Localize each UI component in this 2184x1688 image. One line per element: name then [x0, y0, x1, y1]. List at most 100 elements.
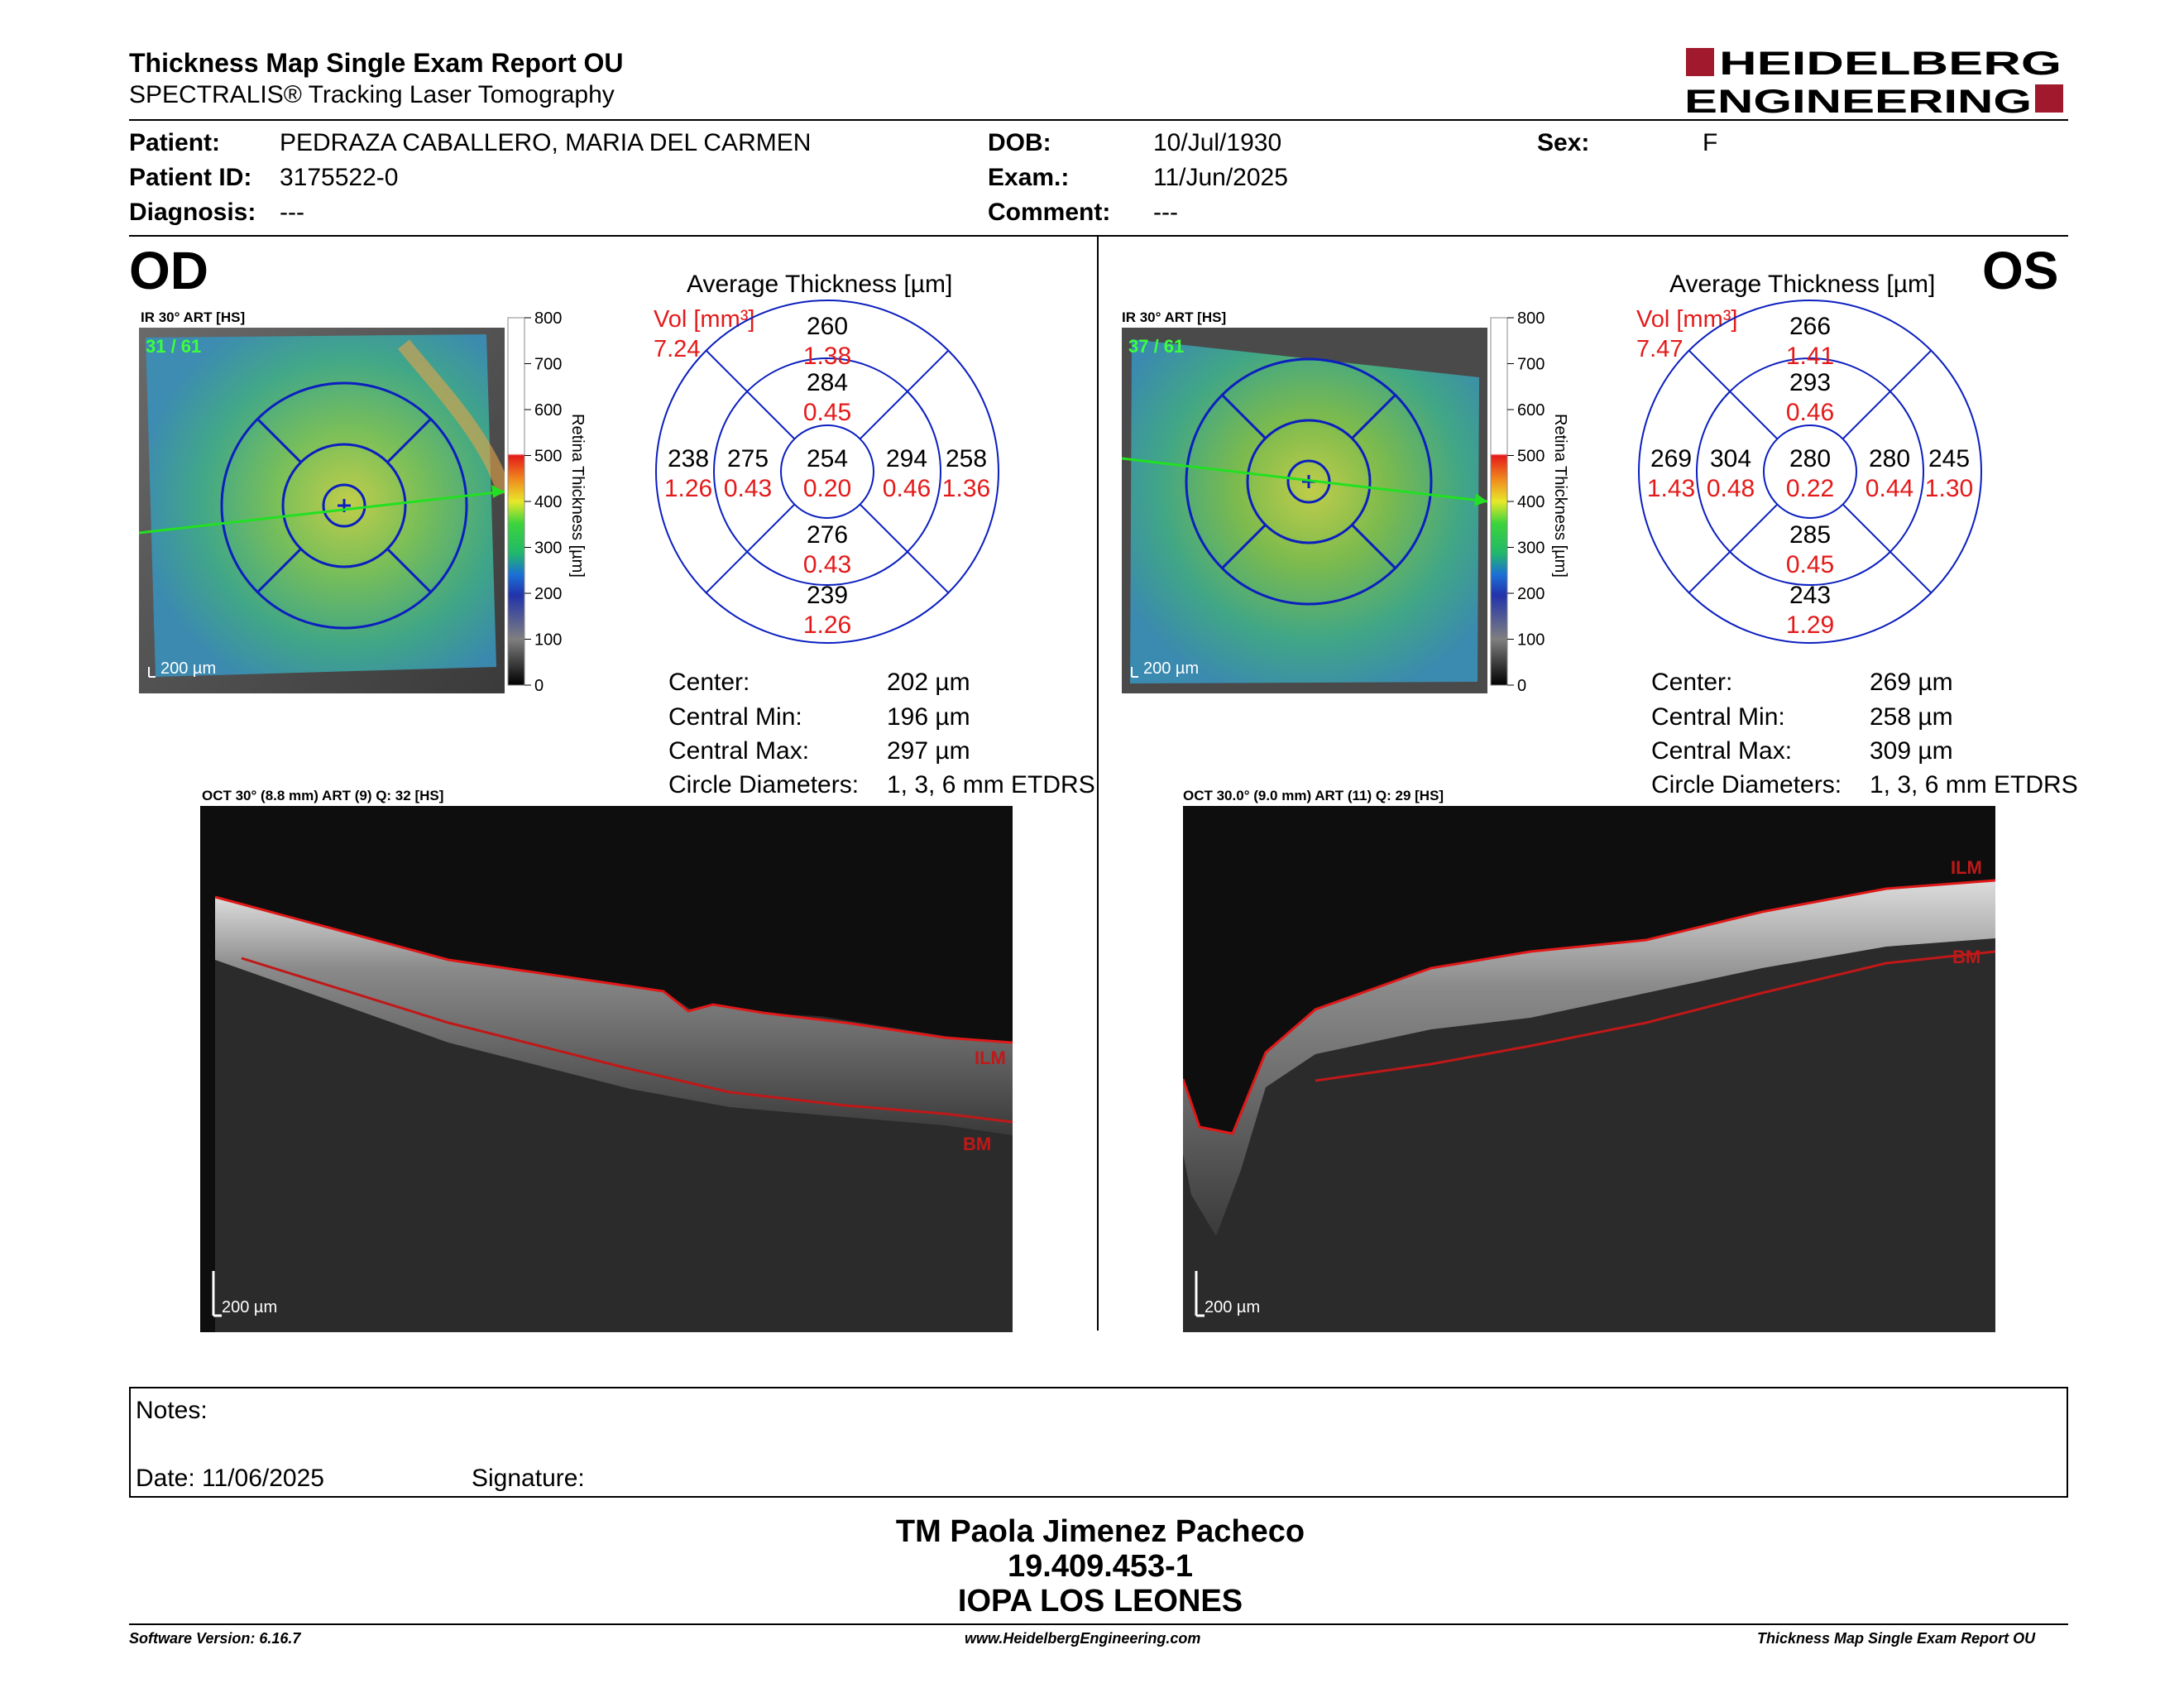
colorbar-tick-label: 300 [534, 539, 562, 558]
os-bm-label: BM [1952, 947, 1980, 967]
signer-rut: 19.409.453-1 [1008, 1549, 1193, 1584]
od-vessel [397, 339, 505, 496]
dob-label: DOB: [988, 129, 1051, 156]
od-vol-label: Vol [mm³] [654, 306, 755, 333]
os-frame-counter: 37 / 61 [1128, 336, 1184, 357]
os-stat-center-label: Center: [1651, 669, 1733, 696]
os-fundus-thickness-map: 37 / 61 200 µm [1122, 328, 1487, 693]
heidelberg-logo: HEIDELBERG ENGINEERING [1684, 46, 2063, 119]
colorbar-tick-label: 200 [534, 585, 562, 603]
od-colorbar-gradient [507, 317, 525, 686]
os-stat-min-value: 258 µm [1870, 703, 1953, 731]
os-overlay-spoke [1221, 524, 1267, 569]
os-stat-center-value: 269 µm [1870, 669, 1953, 696]
od-oct-ilm-line [214, 895, 1013, 1044]
od-ilm-label: ILM [975, 1048, 1006, 1068]
os-etdrs-outer-bottom-volume: 1.29 [1786, 611, 1834, 639]
od-overlay-spoke [256, 418, 302, 463]
od-etdrs-outer-bottom-thickness: 239 [807, 582, 848, 609]
os-etdrs-inner-top-volume: 0.46 [1786, 399, 1834, 426]
colorbar-tick-label: 700 [1517, 356, 1545, 374]
patient-divider [129, 235, 2068, 237]
od-stat-diam-label: Circle Diameters: [668, 771, 860, 798]
od-etdrs-center-volume: 0.20 [803, 475, 851, 502]
os-etdrs-outer-right-thickness: 245 [1928, 445, 1970, 472]
os-oct-retina [1183, 880, 1995, 1236]
os-stat-diam-value: 1, 3, 6 mm ETDRS [1870, 771, 2078, 798]
od-etdrs-outer-left-volume: 1.26 [664, 475, 712, 502]
logo-square-bottom [2035, 84, 2063, 113]
colorbar-tick-label: 600 [534, 401, 562, 420]
os-etdrs-spoke [1688, 349, 1779, 440]
os-etdrs-outer-ring [1638, 300, 1982, 644]
os-stat-min-label: Central Min: [1651, 703, 1785, 731]
od-etdrs-outer-left-thickness: 238 [668, 445, 709, 472]
os-ilm-label: ILM [1951, 857, 1982, 878]
od-oct-retina [215, 897, 1013, 1135]
exam-value: 11/Jun/2025 [1153, 164, 1288, 191]
od-etdrs-outer-top-thickness: 260 [807, 313, 848, 340]
od-stat-center-label: Center: [668, 669, 750, 696]
os-thickness-overlay [1130, 339, 1479, 683]
od-stat-min-label: Central Min: [668, 703, 802, 731]
od-colorbar-label: Retina Thickness [µm] [568, 414, 587, 578]
patient-id-label: Patient ID: [129, 164, 252, 191]
od-oct-scale-label: 200 µm [222, 1298, 277, 1316]
od-oct-bscan: ILM BM 200 µm [200, 806, 1013, 1332]
logo-line2: ENGINEERING [1684, 84, 2032, 119]
od-etdrs-spoke [859, 503, 950, 594]
colorbar-tick-label: 100 [1517, 631, 1545, 650]
od-etdrs-center-thickness: 254 [807, 445, 848, 472]
footer-report-name: Thickness Map Single Exam Report OU [1757, 1630, 2036, 1647]
od-colorbar: 800 700 600 500 400 300 200 100 0 Retina Thickne… [507, 309, 587, 695]
od-etdrs-inner-left-volume: 0.43 [724, 475, 772, 502]
od-stat-diam-value: 1, 3, 6 mm ETDRS [887, 771, 1095, 798]
diagnosis-label: Diagnosis: [129, 199, 256, 226]
od-fundus-label: IR 30° ART [HS] [141, 309, 246, 325]
notes-box[interactable]: Notes: Date: 11/06/2025 Signature: [129, 1387, 2068, 1498]
os-etdrs-spoke [1688, 503, 1779, 594]
od-fundus-thickness-map: 31 / 61 200 µm [139, 328, 505, 693]
od-bm-label: BM [963, 1134, 991, 1154]
software-version: Software Version: 6.16.7 [129, 1630, 301, 1647]
od-overlay-outer-ring [220, 381, 468, 630]
os-etdrs-overlay [1185, 357, 1433, 606]
od-stat-max-value: 297 µm [887, 737, 970, 765]
colorbar-tick-label: 300 [1517, 539, 1545, 558]
os-oct-scale-label: 200 µm [1205, 1298, 1260, 1316]
patient-name: PEDRAZA CABALLERO, MARIA DEL CARMEN [280, 129, 812, 156]
colorbar-tick-label: 800 [534, 309, 562, 328]
od-etdrs-outer-right-thickness: 258 [946, 445, 987, 472]
od-etdrs-outer-ring [655, 300, 999, 644]
od-oct-label: OCT 30° (8.8 mm) ART (9) Q: 32 [HS] [202, 788, 444, 803]
colorbar-tick-label: 0 [1517, 677, 1526, 695]
od-overlay-inner-ring [322, 483, 366, 528]
od-etdrs-grid: 2601.382840.452540.202760.432391.262381.… [655, 300, 999, 644]
logo-line1: HEIDELBERG [1719, 46, 2062, 82]
colorbar-tick-label: 600 [1517, 401, 1545, 420]
os-etdrs-outer-top-thickness: 266 [1789, 313, 1831, 340]
colorbar-tick-label: 700 [534, 356, 562, 374]
colorbar-tick-label: 500 [1517, 448, 1545, 466]
od-etdrs-outer-right-volume: 1.36 [942, 475, 990, 502]
os-scan-arrow [1474, 493, 1487, 506]
patient-id: 3175522-0 [280, 164, 399, 191]
colorbar-tick-label: 800 [1517, 309, 1545, 328]
website-link[interactable]: www.HeidelbergEngineering.com [965, 1630, 1201, 1647]
od-stat-min-value: 196 µm [887, 703, 970, 731]
od-etdrs-overlay [220, 381, 468, 630]
os-colorbar: 800 700 600 500 400 300 200 100 0 Retina Thickne… [1490, 309, 1569, 695]
os-oct-bm-line [1315, 950, 1995, 1082]
os-overlay-inner-ring [1286, 459, 1331, 504]
footer-divider [129, 1623, 2068, 1625]
od-etdrs-spoke [859, 349, 950, 440]
os-etdrs-inner-right-volume: 0.44 [1866, 475, 1913, 502]
colorbar-tick-label: 0 [534, 677, 544, 695]
od-scan-line [139, 490, 505, 535]
od-overlay-spoke [256, 548, 302, 593]
colorbar-tick-label: 500 [534, 448, 562, 466]
os-overlay-outer-ring [1185, 357, 1433, 606]
os-etdrs-inner-bottom-volume: 0.45 [1786, 551, 1834, 578]
